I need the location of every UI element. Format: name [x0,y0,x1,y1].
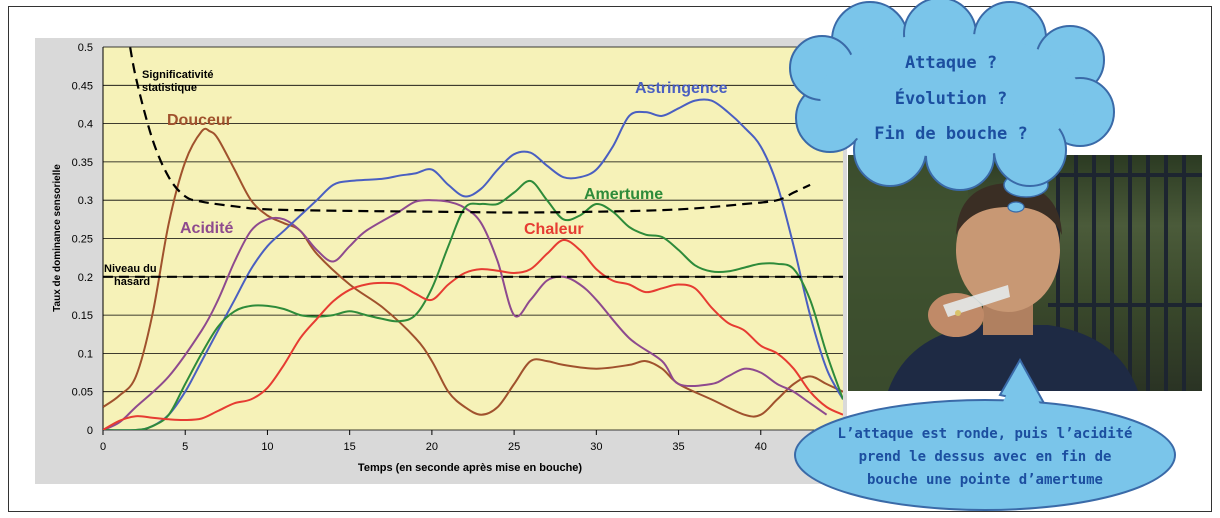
series-line-douceur [103,127,843,418]
y-tick-label: 0.3 [78,195,93,207]
wine-taster-photo [848,155,1202,391]
thought-line-3: Fin de bouche ? [874,124,1028,144]
y-tick-label: 0.45 [72,80,93,92]
series-line-chaleur [103,238,843,430]
speech-bubble: L’attaque est ronde, puis l’acidité pren… [794,357,1176,511]
y-tick-label: 0.35 [72,157,93,169]
x-tick-label: 30 [590,441,602,453]
series-lines [103,98,843,430]
x-tick-label: 25 [508,441,520,453]
x-tick-label: 35 [672,441,684,453]
x-tick-label: 40 [755,441,767,453]
x-axis-title: Temps (en seconde après mise en bouche) [358,462,582,474]
label-astringence: Astringence [635,80,728,97]
y-tick-label: 0.1 [78,348,93,360]
label-amertume: Amertume [584,186,663,203]
chance-annotation: Niveau du hasard [104,263,157,288]
photo-illustration [848,155,1202,391]
label-douceur: Douceur [167,112,232,129]
thought-line-2: Évolution ? [895,87,1008,109]
y-tick-label: 0.4 [78,119,93,131]
x-tick-label: 0 [100,441,106,453]
x-tick-label: 20 [426,441,438,453]
y-tick-label: 0.15 [72,310,93,322]
speech-line-1: L’attaque est ronde, puis l’acidité [837,426,1132,442]
y-tick-label: 0.05 [72,387,93,399]
y-axis-title: Taux de dominance sensorielle [52,164,63,312]
x-tick-label: 5 [182,441,188,453]
y-tick-label: 0 [87,425,93,437]
thought-line-1: Attaque ? [905,53,997,73]
significance-curve [129,47,811,214]
speech-line-2: prend le dessus avec en fin de [859,449,1112,465]
x-tick-label: 10 [261,441,273,453]
significance-annotation: Significativité statistique [142,69,214,94]
series-line-amertume [103,179,843,430]
x-axis-ticks: 0 5 10 15 20 25 30 35 40 [100,430,767,453]
y-axis-ticks: 0 0.05 0.1 0.15 0.2 0.25 0.3 0.35 0.4 0.45 0.5 [72,42,93,437]
label-chaleur: Chaleur [524,221,584,238]
y-tick-label: 0.5 [78,42,93,54]
y-tick-label: 0.25 [72,234,93,246]
y-tick-label: 0.2 [78,272,93,284]
label-acidite: Acidité [180,220,233,237]
speech-line-3: bouche une pointe d’amertume [867,472,1103,488]
thought-bubble: Attaque ? Évolution ? Fin de bouche ? [789,0,1115,191]
series-line-astringence [103,98,843,430]
x-tick-label: 15 [344,441,356,453]
reference-lines [103,47,843,278]
